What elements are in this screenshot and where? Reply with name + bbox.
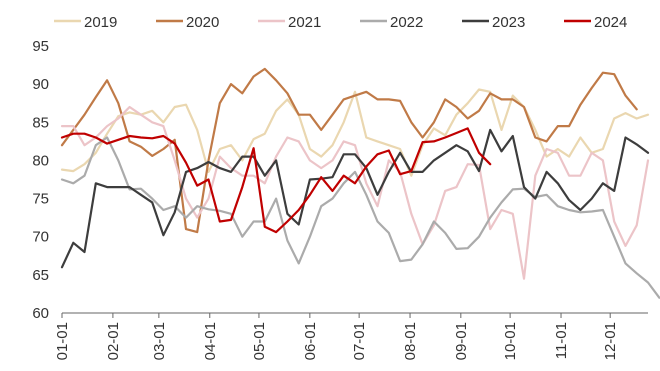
legend-item-2019: 2019: [54, 14, 117, 31]
legend-label: 2022: [390, 14, 423, 31]
series-line-2020: [60, 67, 638, 234]
series-line-2023: [60, 128, 650, 269]
y-tick-label: 90: [32, 76, 49, 93]
x-tick-label: 09-01: [453, 322, 470, 360]
y-tick-label: 65: [32, 267, 49, 284]
series-line-2024: [60, 127, 492, 234]
x-tick-label: 05-01: [251, 322, 268, 360]
x-tick-label: 01-01: [54, 322, 71, 360]
legend-item-2022: 2022: [360, 14, 423, 31]
legend: 2019 2020 2021 2022 2023 2024: [54, 14, 627, 31]
x-tick-label: 12-01: [602, 322, 619, 360]
x-tick-label: 11-01: [553, 322, 570, 359]
legend-label: 2021: [288, 14, 321, 31]
x-tick-label: 02-01: [105, 322, 122, 360]
y-tick-label: 70: [32, 229, 49, 246]
y-tick-label: 75: [32, 191, 49, 208]
x-axis: 01-01 02-01 03-01 04-01 05-01 06-01 07-01 08-01…: [54, 312, 648, 360]
legend-item-2023: 2023: [462, 14, 525, 31]
x-tick-label: 07-01: [351, 322, 368, 360]
series-line-2021: [60, 105, 650, 280]
y-tick-label: 60: [32, 305, 49, 322]
x-tick-label: 06-01: [302, 322, 319, 360]
series-line-2022: [60, 136, 660, 299]
legend-label: 2024: [594, 14, 627, 31]
legend-item-2020: 2020: [156, 14, 219, 31]
x-tick-label: 04-01: [202, 322, 219, 360]
legend-label: 2019: [84, 14, 117, 31]
x-tick-label: 08-01: [402, 322, 419, 360]
series-line-2019: [60, 88, 650, 177]
x-tick-label: 10-01: [502, 322, 519, 360]
legend-label: 2020: [186, 14, 219, 31]
plot-area: [60, 67, 660, 299]
legend-item-2021: 2021: [258, 14, 321, 31]
y-axis: 60 65 70 75 80 85 90 95: [32, 38, 49, 322]
y-tick-label: 95: [32, 38, 49, 55]
legend-item-2024: 2024: [564, 14, 627, 31]
y-tick-label: 80: [32, 152, 49, 169]
x-tick-label: 03-01: [151, 322, 168, 360]
y-tick-label: 85: [32, 114, 49, 131]
legend-label: 2023: [492, 14, 525, 31]
